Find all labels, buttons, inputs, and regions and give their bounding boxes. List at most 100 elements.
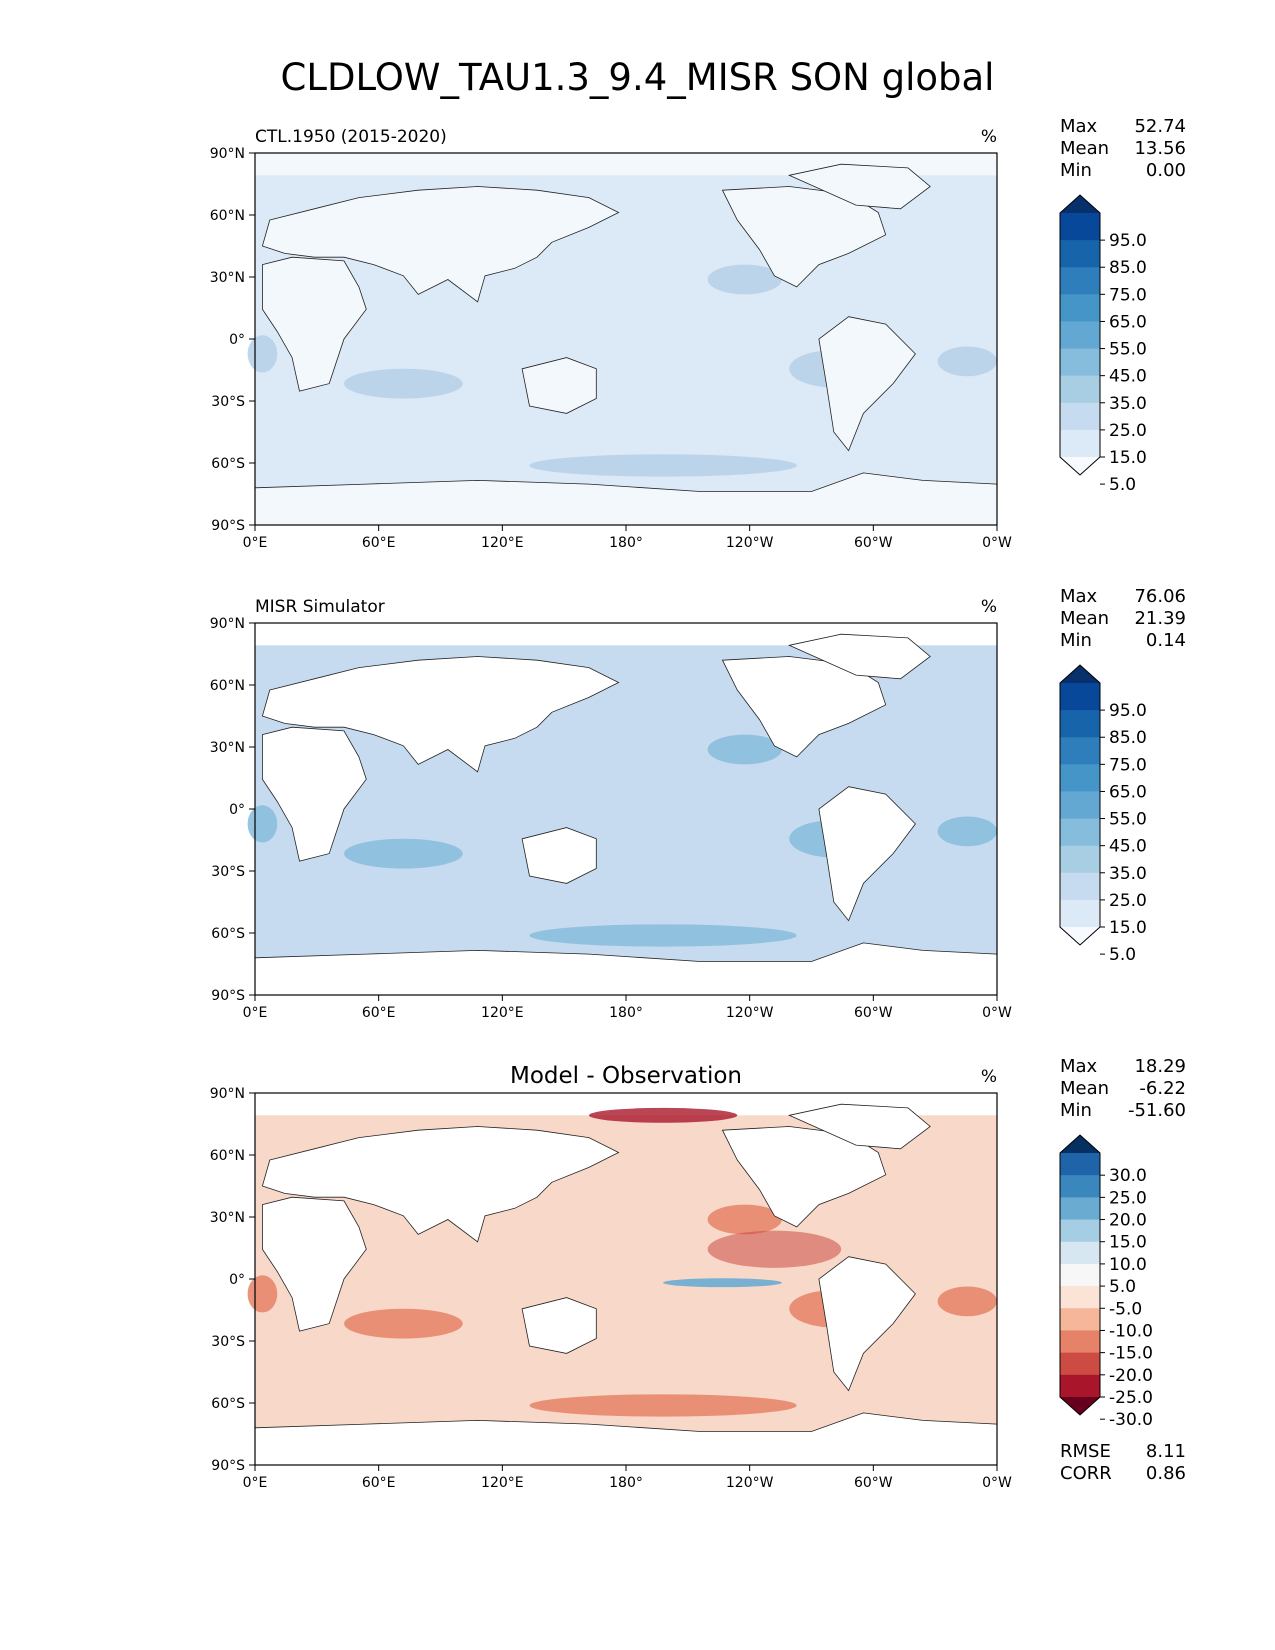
lat-tick-label: 30°S xyxy=(211,394,245,410)
cloud-deck-2 xyxy=(937,816,997,847)
colorbar-tick-label: -5.0 xyxy=(1109,1299,1142,1319)
colorbar: 30.025.0 20.015.010.05.0-5.0-10.0 -15.0-20… xyxy=(1059,1134,1153,1430)
colorbar-extend-max xyxy=(1060,195,1100,213)
lon-tick-label: 60°W xyxy=(854,1475,893,1491)
lat-tick-label: 30°S xyxy=(211,1334,245,1350)
colorbar-extend-min xyxy=(1060,927,1100,945)
colorbar-extend-min xyxy=(1060,1397,1100,1415)
colorbar-segment xyxy=(1060,213,1100,241)
arctic-band xyxy=(255,1093,997,1116)
panel-units: % xyxy=(981,127,997,147)
colorbar-tick-label: 95.0 xyxy=(1109,701,1147,721)
lon-tick-label: 0°E xyxy=(243,1475,268,1491)
continent-outline-1 xyxy=(261,186,620,303)
colorbar-segment xyxy=(1060,818,1100,847)
cloud-deck-3 xyxy=(247,335,278,373)
subtropical-negative-region xyxy=(707,1230,842,1268)
colorbar-tick-label: -10.0 xyxy=(1109,1321,1153,1341)
lat-tick-label: 60°S xyxy=(211,456,245,472)
colorbar-segment xyxy=(1060,899,1100,928)
colorbar-segment xyxy=(1060,872,1100,901)
stat-label-min: Min xyxy=(1060,1100,1092,1121)
colorbar-tick-label: 30.0 xyxy=(1109,1166,1147,1186)
colorbar-tick-label: 15.0 xyxy=(1109,448,1147,468)
lon-tick-label: 180° xyxy=(609,1005,643,1021)
panel-center-title: Model - Observation xyxy=(510,1063,742,1089)
colorbar-segment xyxy=(1060,1308,1100,1331)
lat-tick-label: 60°S xyxy=(211,926,245,942)
colorbar-tick-label: 85.0 xyxy=(1109,258,1147,278)
stat-value-mean: -6.22 xyxy=(1139,1078,1186,1099)
colorbar-tick-label: 15.0 xyxy=(1109,918,1147,938)
colorbar-tick-label: 5.0 xyxy=(1109,945,1136,965)
continent-outline-6 xyxy=(787,633,931,680)
lon-tick-label: 120°W xyxy=(726,1005,774,1021)
colorbar-segment xyxy=(1060,1286,1100,1309)
metric-label-rmse: RMSE xyxy=(1060,1441,1111,1462)
lat-tick-label: 60°S xyxy=(211,1396,245,1412)
colorbar-segment xyxy=(1060,791,1100,820)
lat-tick-label: 30°N xyxy=(210,270,245,286)
continent-outline-2 xyxy=(261,1196,367,1332)
colorbar-tick-label: 10.0 xyxy=(1109,1255,1147,1275)
metric-label-corr: CORR xyxy=(1060,1463,1112,1484)
colorbar-extend-max xyxy=(1060,1135,1100,1153)
metric-value-rmse: 8.11 xyxy=(1146,1441,1186,1462)
colorbar-tick-label: -15.0 xyxy=(1109,1344,1153,1364)
lon-tick-label: 0°E xyxy=(243,1005,268,1021)
lon-tick-label: 60°E xyxy=(362,1005,396,1021)
stat-value-min: -51.60 xyxy=(1128,1100,1186,1121)
cloud-deck-4 xyxy=(707,1204,782,1235)
panel-units: % xyxy=(981,1067,997,1087)
lat-tick-label: 90°S xyxy=(211,518,245,534)
cloud-deck-2 xyxy=(937,1286,997,1317)
colorbar-tick-label: 45.0 xyxy=(1109,837,1147,857)
arctic-band xyxy=(255,153,997,176)
cloud-deck-3 xyxy=(247,1275,278,1313)
lat-tick-label: 90°S xyxy=(211,1458,245,1474)
colorbar-segment xyxy=(1060,1197,1100,1221)
continent-outline-2 xyxy=(261,726,367,862)
colorbar-tick-label: 35.0 xyxy=(1109,864,1147,884)
stat-label-max: Max xyxy=(1060,116,1098,137)
continent-outline-5 xyxy=(521,827,597,884)
cloud-deck-4 xyxy=(707,264,782,295)
colorbar-segment xyxy=(1060,764,1100,792)
colorbar-tick-label: 85.0 xyxy=(1109,728,1147,748)
colorbar-tick-label: 55.0 xyxy=(1109,340,1147,360)
lon-tick-label: 60°E xyxy=(362,535,396,551)
figure-title: CLDLOW_TAU1.3_9.4_MISR SON global xyxy=(280,56,995,99)
colorbar-segment xyxy=(1060,845,1100,874)
colorbar-tick-label: 25.0 xyxy=(1109,891,1147,911)
colorbar-segment xyxy=(1060,1330,1100,1354)
lat-tick-label: 0° xyxy=(229,1272,245,1288)
stat-label-mean: Mean xyxy=(1060,138,1109,159)
colorbar-segment xyxy=(1060,1219,1100,1243)
lon-tick-label: 60°E xyxy=(362,1475,396,1491)
colorbar-segment xyxy=(1060,683,1100,711)
continent-outline-5 xyxy=(521,357,597,414)
colorbar-segment xyxy=(1060,1263,1100,1287)
colorbar-tick-label: 75.0 xyxy=(1109,285,1147,305)
colorbar-segment xyxy=(1060,1153,1100,1176)
colorbar-tick-label: 35.0 xyxy=(1109,394,1147,414)
panel-reference: 90°N 60°N 30°N 0° 30°S 60°S 90°S0°E 60°E 120°E 18… xyxy=(210,586,1186,1021)
stat-value-max: 76.06 xyxy=(1134,586,1186,607)
colorbar-tick-label: -30.0 xyxy=(1109,1410,1153,1430)
colorbar-segment xyxy=(1060,737,1100,765)
cloud-deck-6 xyxy=(529,1394,797,1417)
lat-tick-label: 60°N xyxy=(210,678,245,694)
stat-label-min: Min xyxy=(1060,630,1092,651)
colorbar-segment xyxy=(1060,402,1100,431)
stat-label-mean: Mean xyxy=(1060,1078,1109,1099)
panel-units: % xyxy=(981,597,997,617)
colorbar-extend-min xyxy=(1060,457,1100,475)
lon-tick-label: 120°W xyxy=(726,535,774,551)
panel-difference: 90°N 60°N 30°N 0° 30°S 60°S 90°S0°E 60°E 120°E 18… xyxy=(210,1056,1186,1491)
stat-value-max: 18.29 xyxy=(1134,1056,1186,1077)
stat-label-max: Max xyxy=(1060,586,1098,607)
continent-outline-6 xyxy=(787,1103,931,1150)
colorbar-segment xyxy=(1060,710,1100,738)
cloud-deck-5 xyxy=(344,368,463,399)
